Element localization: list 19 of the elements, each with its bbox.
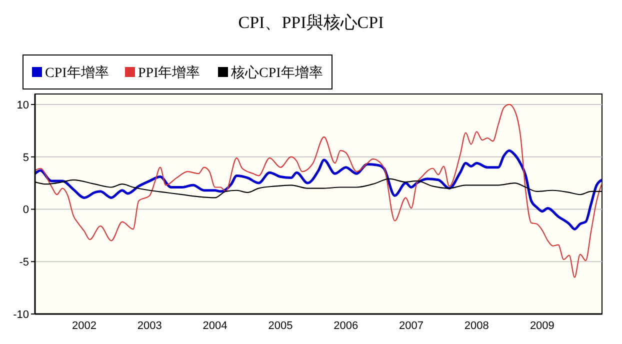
- y-tick-label: -5: [19, 256, 29, 269]
- x-tick-label: 2007: [399, 320, 424, 332]
- y-tick-label: 5: [22, 152, 29, 164]
- line-series: [35, 104, 602, 278]
- x-tick-label: 2002: [72, 320, 96, 332]
- x-tick-label: 2004: [202, 320, 228, 332]
- x-tick-label: 2006: [334, 320, 358, 332]
- legend-label: PPI年增率: [138, 65, 200, 81]
- chart-title: CPI、PPI與核心CPI: [238, 13, 384, 32]
- x-tick-label: 2009: [530, 320, 554, 332]
- y-tick-label: 10: [16, 99, 29, 112]
- legend-label: CPI年增率: [45, 65, 109, 81]
- y-tick-label: 0: [22, 204, 29, 216]
- x-tick-label: 2008: [464, 320, 489, 332]
- y-tick-label: -10: [13, 309, 29, 321]
- line-series: [35, 149, 602, 230]
- legend-label: 核心CPI年增率: [230, 65, 323, 81]
- x-tick-label: 2005: [268, 320, 293, 332]
- x-tick-label: 2003: [137, 320, 162, 332]
